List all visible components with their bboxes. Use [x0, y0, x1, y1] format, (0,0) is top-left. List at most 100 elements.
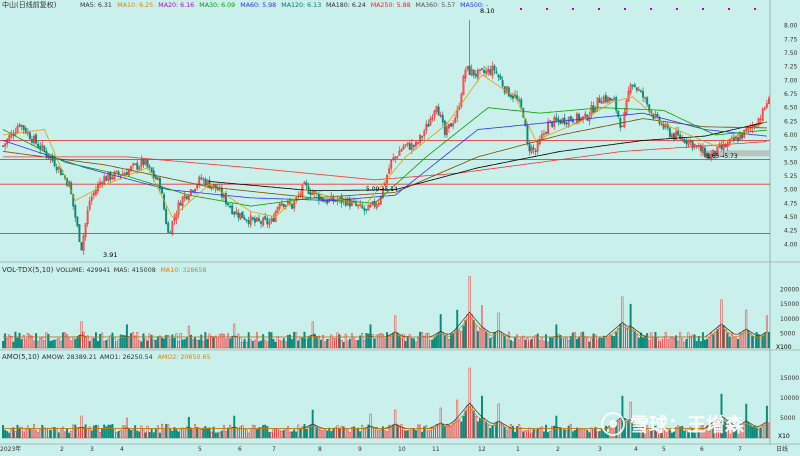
- candle-body: [559, 120, 562, 125]
- candle-body: [706, 153, 709, 159]
- candle-body: [617, 110, 620, 117]
- amount-bar: [435, 423, 438, 439]
- amount-panel[interactable]: 15000 10000 5000: [2, 367, 799, 439]
- candle-body: [167, 222, 170, 233]
- x-tick-label: 5: [198, 446, 202, 452]
- amount-bar: [150, 428, 153, 439]
- amount-bar: [258, 427, 261, 439]
- candle-body: [660, 123, 663, 126]
- volume-bar: [30, 335, 33, 349]
- amount-bar: [375, 426, 378, 439]
- candle-body: [245, 219, 248, 221]
- volume-panel[interactable]: 20000 15000 10000 5000: [2, 276, 799, 349]
- volume-bar: [604, 335, 607, 349]
- volume-bar: [284, 341, 287, 349]
- amount-bar: [353, 426, 355, 439]
- amount-bar: [412, 428, 415, 439]
- volume-bar: [156, 336, 159, 349]
- candle-body: [615, 97, 618, 111]
- volume-bar: [359, 335, 362, 349]
- candle-body: [714, 150, 717, 156]
- amount-bar: [303, 424, 306, 439]
- candle-body: [247, 220, 250, 225]
- amount-bar: [293, 429, 296, 439]
- volume-bar: [307, 337, 310, 349]
- volume-bar: [592, 333, 595, 349]
- x-tick-label: 9: [358, 446, 362, 452]
- volume-bar: [12, 341, 15, 349]
- candle-body: [631, 85, 634, 87]
- candle-body: [437, 106, 440, 116]
- amount-bar: [208, 427, 211, 439]
- candle-body: [293, 201, 296, 209]
- volume-bar: [567, 339, 570, 349]
- candle-body: [156, 177, 159, 180]
- amount-bar: [158, 432, 161, 439]
- volume-bar: [670, 336, 673, 349]
- candle-body: [701, 146, 704, 153]
- amount-bar: [390, 426, 393, 439]
- amount-bar: [427, 430, 430, 439]
- volume-bar: [123, 335, 126, 349]
- volume-bar: [39, 338, 42, 349]
- volume-bar: [588, 341, 591, 349]
- y-tick-label: 6.00: [784, 132, 798, 139]
- candle-body: [243, 217, 246, 220]
- candle-body: [55, 166, 58, 171]
- volume-bar: [586, 337, 589, 349]
- amount-bar: [185, 426, 188, 439]
- amount-bar: [249, 429, 252, 439]
- volume-bar: [474, 325, 477, 349]
- volume-bar: [272, 339, 275, 349]
- candle-body: [408, 143, 411, 150]
- amount-bar: [699, 425, 702, 439]
- candle-body: [94, 190, 97, 195]
- volume-bar: [247, 332, 250, 349]
- amount-bar: [16, 424, 19, 439]
- candle-body: [497, 74, 500, 78]
- volume-bar: [485, 331, 488, 349]
- amount-bar: [175, 429, 178, 439]
- amount-bar: [167, 424, 170, 439]
- amount-bar: [670, 432, 673, 439]
- candle-body: [16, 126, 19, 133]
- volume-bar: [497, 312, 500, 349]
- volume-bar: [165, 335, 168, 349]
- volume-bar: [565, 337, 568, 349]
- candle-body: [761, 108, 764, 121]
- candle-body: [47, 154, 50, 159]
- price-panel[interactable]: 8.00 7.75 7.50 7.25 7.00 6.75 6.50 6.25 6.00 5.75…: [0, 0, 800, 445]
- candle-body: [567, 117, 570, 126]
- volume-bar: [181, 339, 184, 349]
- candle-body: [253, 218, 256, 223]
- candle-body: [604, 95, 607, 102]
- volume-bar: [340, 339, 343, 349]
- candle-body: [45, 150, 48, 157]
- candle-body: [753, 124, 756, 127]
- amount-bar: [501, 424, 504, 439]
- volume-bar: [97, 340, 99, 349]
- volume-bar: [646, 333, 649, 349]
- candle-body: [22, 125, 25, 130]
- amount-bar: [741, 424, 744, 439]
- volume-bar: [464, 319, 467, 349]
- amount-bar: [509, 423, 512, 439]
- volume-bar: [346, 340, 349, 349]
- candle-body: [140, 159, 143, 167]
- candle-body: [229, 205, 232, 208]
- volume-bar: [734, 337, 737, 349]
- candle-body: [344, 199, 347, 206]
- amount-bar: [340, 425, 343, 439]
- volume-bar: [66, 334, 69, 349]
- amount-bar: [664, 427, 667, 439]
- volume-bar: [61, 332, 64, 349]
- volume-bar: [538, 339, 541, 349]
- y-tick-label: 8.00: [784, 23, 798, 30]
- ma-legend-item: MA10: 6.25: [117, 2, 153, 9]
- volume-bar: [423, 335, 426, 349]
- candle-body: [154, 175, 157, 180]
- amount-bar: [450, 425, 453, 439]
- amount-bar: [51, 427, 54, 439]
- candle-body: [454, 118, 457, 123]
- amount-bar: [262, 424, 265, 439]
